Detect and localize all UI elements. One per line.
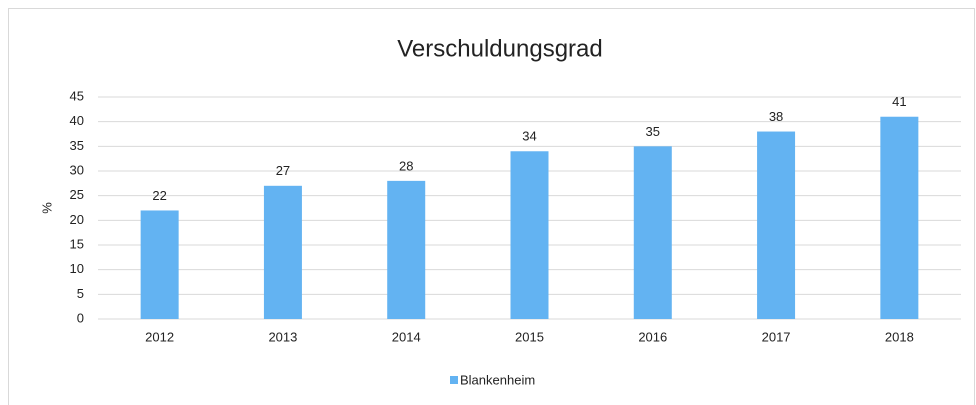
bar	[757, 131, 796, 319]
y-tick-label: 25	[70, 187, 84, 202]
y-tick-label: 30	[70, 162, 84, 177]
bar	[633, 146, 672, 319]
y-tick-label: 15	[70, 236, 84, 251]
y-tick-label: 40	[70, 113, 84, 128]
data-label: 35	[646, 124, 660, 139]
y-tick-label: 20	[70, 212, 84, 227]
data-label: 41	[892, 94, 906, 109]
bar	[387, 180, 426, 319]
x-tick-label: 2018	[885, 329, 914, 344]
data-label: 38	[769, 109, 783, 124]
x-tick-label: 2016	[638, 329, 667, 344]
chart-title: Verschuldungsgrad	[397, 35, 602, 62]
bar	[140, 210, 179, 319]
chart-border	[8, 8, 975, 405]
data-label: 34	[522, 129, 536, 144]
bar	[510, 151, 549, 319]
y-tick-label: 10	[70, 261, 84, 276]
bar	[263, 185, 302, 319]
y-tick-label: 35	[70, 138, 84, 153]
x-tick-label: 2017	[762, 329, 791, 344]
legend-swatch	[450, 376, 458, 384]
data-label: 28	[399, 158, 413, 173]
bar	[880, 116, 919, 319]
data-label: 22	[152, 188, 166, 203]
y-tick-label: 5	[77, 286, 84, 301]
y-tick-label: 45	[70, 88, 84, 103]
y-tick-label: 0	[77, 310, 84, 325]
legend-label: Blankenheim	[460, 372, 535, 387]
y-axis-label: %	[39, 202, 54, 214]
x-tick-label: 2013	[268, 329, 297, 344]
data-label: 27	[276, 163, 290, 178]
x-tick-label: 2012	[145, 329, 174, 344]
x-tick-label: 2015	[515, 329, 544, 344]
x-tick-label: 2014	[392, 329, 421, 344]
